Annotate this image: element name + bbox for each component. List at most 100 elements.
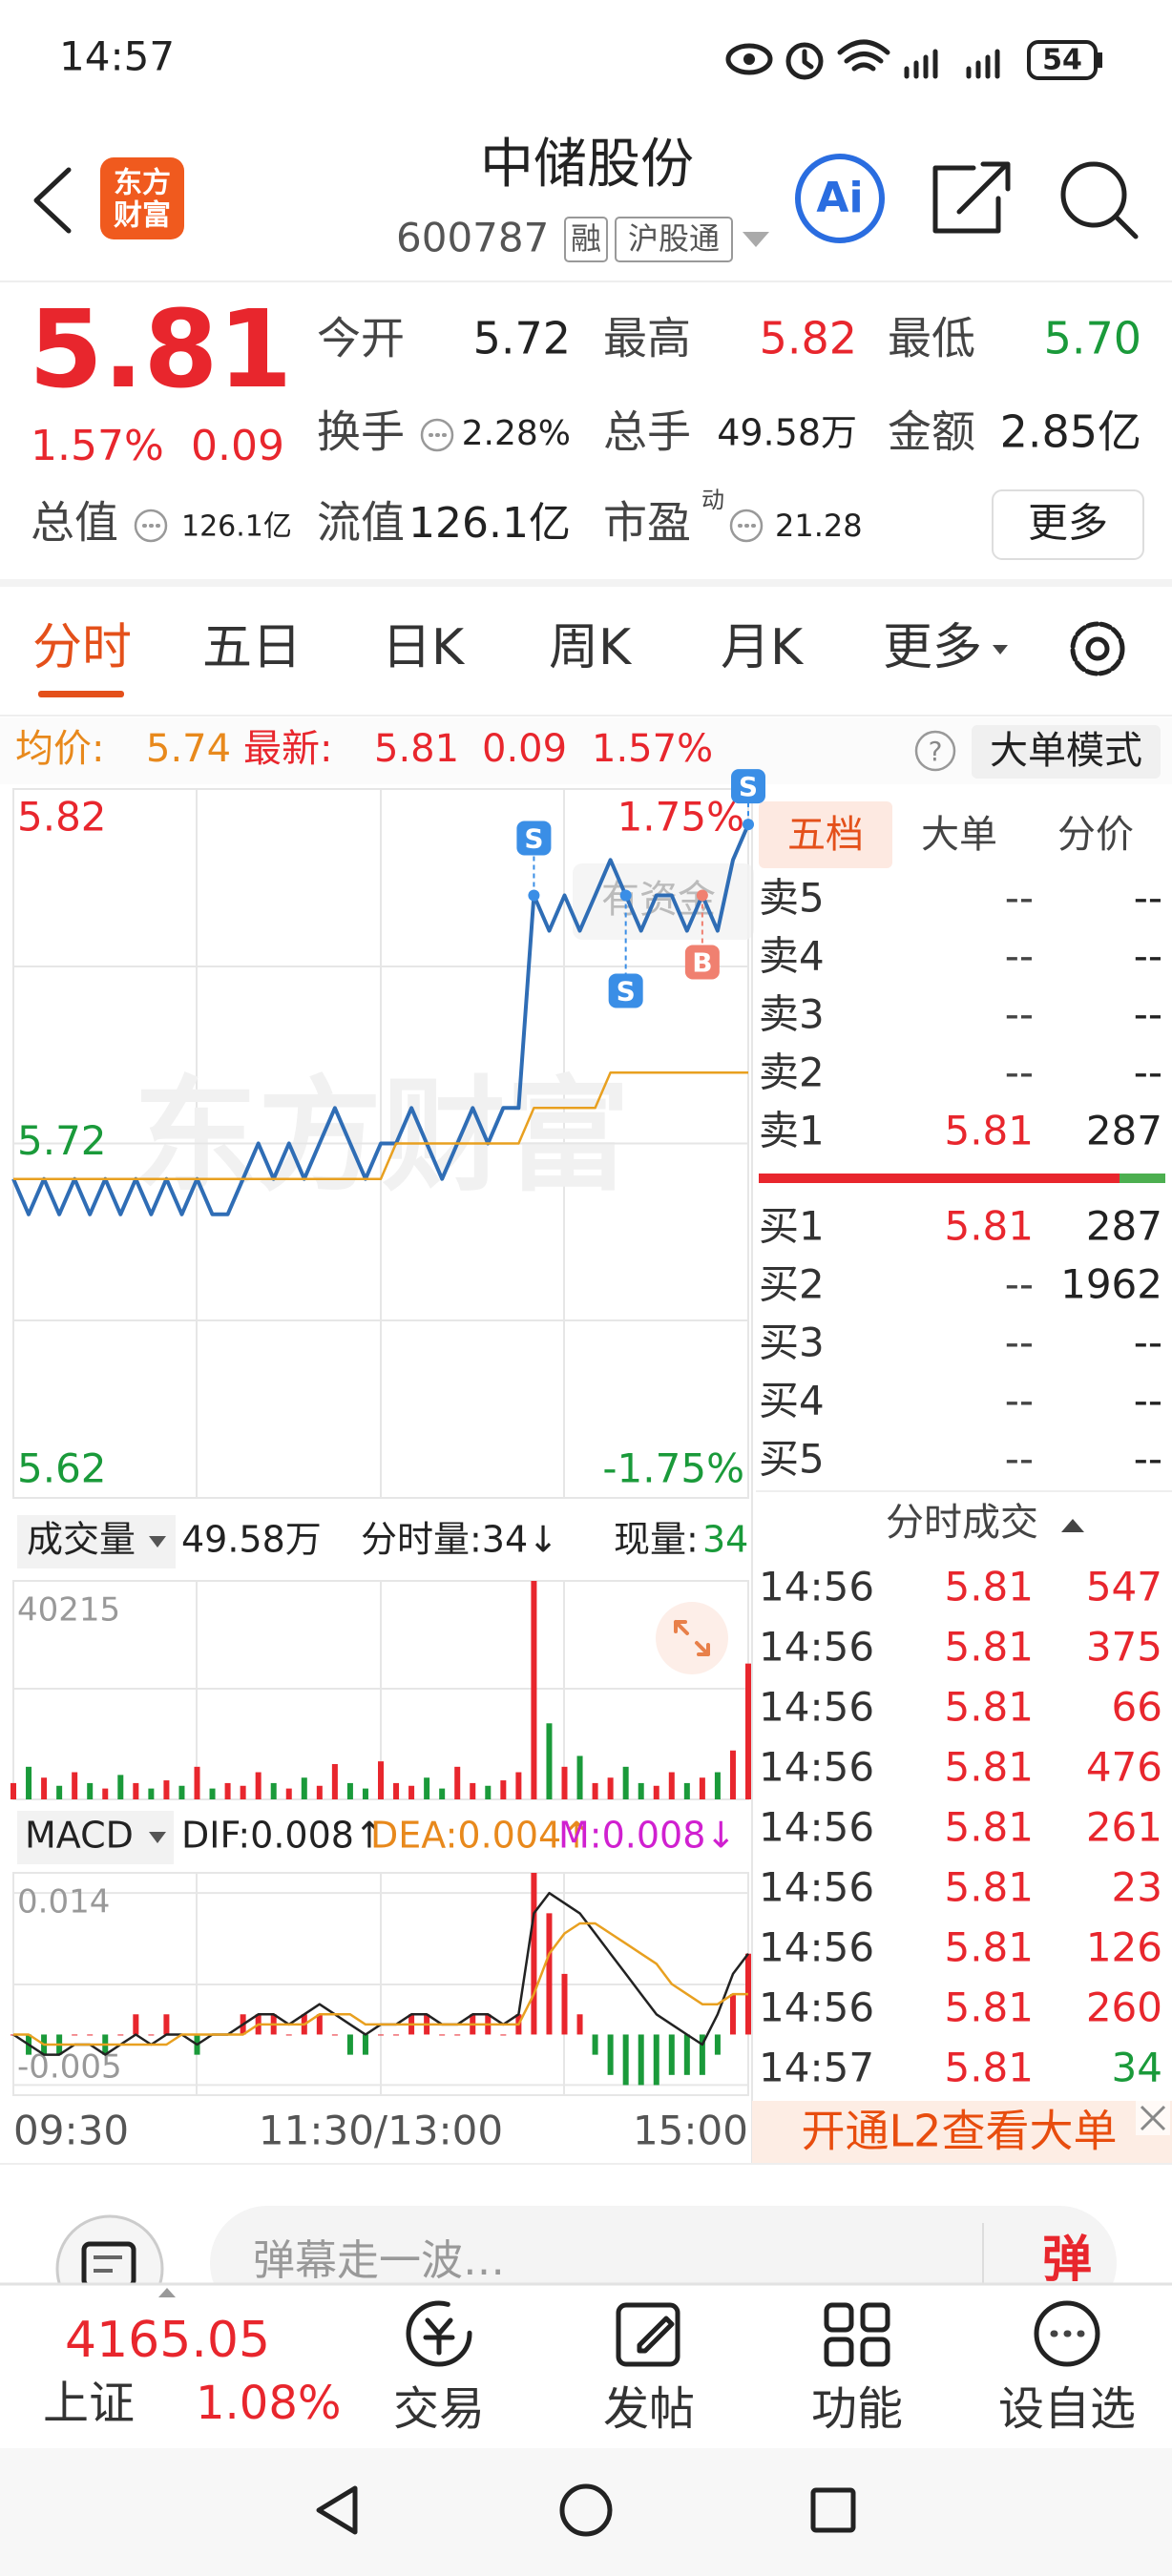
share-button[interactable] xyxy=(956,161,1011,215)
bar xyxy=(378,2034,384,2036)
volume-selector[interactable] xyxy=(17,1515,176,1568)
search-button[interactable] xyxy=(1060,161,1139,239)
comment-placeholder[interactable]: 弹幕走一波… xyxy=(253,2236,505,2285)
tab-arrow[interactable] xyxy=(993,645,1008,654)
system-buttons[interactable] xyxy=(316,2483,856,2537)
field-label: 市盈 xyxy=(603,497,691,549)
macd-label[interactable]: MACD xyxy=(25,1815,134,1857)
y2-tick-label: -1.75% xyxy=(602,1445,744,1492)
nav-icons[interactable] xyxy=(616,2302,680,2367)
nav-label[interactable]: 发帖 xyxy=(603,2382,695,2436)
nav-icons[interactable] xyxy=(824,2302,854,2333)
expand-button[interactable] xyxy=(656,1602,728,1674)
bar xyxy=(607,1777,614,1799)
watermark: 东方财富 xyxy=(134,1064,630,1209)
status-icons xyxy=(1098,52,1102,68)
status-time: 14:57 xyxy=(59,33,175,80)
book-price: 5.81 xyxy=(944,1203,1034,1250)
nav-icons[interactable] xyxy=(423,2317,455,2356)
settings-button[interactable] xyxy=(1085,636,1110,661)
back-button[interactable] xyxy=(33,167,72,234)
system-buttons[interactable] xyxy=(316,2485,358,2535)
dropdown-arrow[interactable] xyxy=(743,232,769,247)
book-tab[interactable]: 大单 xyxy=(921,813,997,857)
share-button[interactable] xyxy=(932,165,1001,234)
tab[interactable]: 月K xyxy=(721,619,805,676)
tag-box xyxy=(615,217,733,262)
book-tab[interactable]: 分价 xyxy=(1057,813,1134,857)
l2-banner[interactable] xyxy=(752,2101,1172,2164)
field-value: 5.82 xyxy=(760,313,857,364)
field-value: 5.72 xyxy=(473,313,571,364)
field-value: 5.70 xyxy=(1044,313,1141,364)
expand-button[interactable] xyxy=(674,1620,710,1656)
index-pct[interactable]: 1.08% xyxy=(196,2377,341,2430)
system-buttons[interactable] xyxy=(810,2487,856,2533)
nav-label[interactable]: 设自选 xyxy=(998,2382,1136,2436)
close-button[interactable] xyxy=(1140,2105,1166,2131)
bar xyxy=(607,2034,614,2075)
nav-icons[interactable] xyxy=(860,2337,890,2367)
info-icon[interactable] xyxy=(420,418,454,452)
marker-label: B xyxy=(692,946,712,978)
comment-send[interactable]: 弹 xyxy=(1042,2232,1092,2289)
volume-label[interactable]: 成交量 xyxy=(27,1519,136,1561)
bar xyxy=(41,1777,48,1799)
nav-label[interactable]: 交易 xyxy=(393,2382,485,2436)
tab[interactable]: 五日 xyxy=(202,619,302,676)
ai-label[interactable]: Ai xyxy=(816,174,863,222)
tab[interactable]: 分时 xyxy=(32,619,132,676)
expand-button[interactable] xyxy=(656,1602,728,1674)
system-buttons[interactable] xyxy=(559,2483,613,2537)
search-button[interactable] xyxy=(1114,215,1139,239)
tab[interactable]: 周K xyxy=(549,619,633,676)
nav-icons[interactable] xyxy=(860,2302,890,2333)
trade-volume: 547 xyxy=(1086,1564,1162,1610)
trade-time: 14:56 xyxy=(759,1804,874,1851)
macd-selector[interactable] xyxy=(17,1811,174,1864)
nav-icons[interactable] xyxy=(1034,2300,1100,2367)
info-icon[interactable] xyxy=(134,509,168,543)
more-button[interactable] xyxy=(992,489,1144,560)
settings-button[interactable] xyxy=(1070,621,1125,676)
more-label[interactable]: 更多 xyxy=(1028,500,1108,547)
search-button[interactable] xyxy=(1060,161,1127,228)
nav-icons[interactable] xyxy=(637,2316,675,2354)
bar xyxy=(163,1780,170,1799)
nav-icons[interactable] xyxy=(824,2337,854,2367)
field-label: 流值 xyxy=(317,497,405,549)
comment-icon[interactable] xyxy=(94,2255,122,2273)
share-button[interactable] xyxy=(932,161,1011,234)
settings-button[interactable] xyxy=(1070,621,1125,676)
tab[interactable]: 更多 xyxy=(883,619,982,676)
nav-icons[interactable] xyxy=(406,2300,472,2367)
info-icon[interactable] xyxy=(729,509,764,543)
l2-label[interactable]: 开通L2查看大单 xyxy=(802,2106,1118,2157)
dropdown-arrow[interactable] xyxy=(149,1536,166,1548)
book-price: -- xyxy=(1005,1436,1034,1483)
nav-label[interactable]: 功能 xyxy=(811,2382,903,2436)
sort-arrow[interactable] xyxy=(1061,1519,1084,1532)
info-icon[interactable] xyxy=(729,509,764,543)
info-icon[interactable] xyxy=(420,418,454,452)
close-button[interactable] xyxy=(1136,2101,1170,2135)
info-icon[interactable] xyxy=(134,509,168,543)
ai-button[interactable] xyxy=(795,154,885,243)
nav-icons[interactable] xyxy=(406,2300,1100,2367)
mode-label[interactable]: 大单模式 xyxy=(990,729,1142,773)
status-icons xyxy=(1027,40,1098,80)
index-value[interactable]: 4165.05 xyxy=(65,2312,270,2369)
tab[interactable]: 日K xyxy=(382,619,466,676)
now-label: 现量: xyxy=(614,1519,699,1561)
mode-button[interactable] xyxy=(972,725,1161,779)
dropdown-arrow[interactable] xyxy=(149,1832,166,1843)
help-icon[interactable] xyxy=(914,730,956,772)
bar xyxy=(117,2034,124,2036)
index-name[interactable]: 上证 xyxy=(43,2377,135,2430)
bar xyxy=(26,1766,32,1799)
book-tab[interactable]: 五档 xyxy=(787,813,864,857)
help-label[interactable]: ? xyxy=(929,736,943,767)
bar xyxy=(546,1723,553,1799)
bar xyxy=(331,1763,338,1799)
bar xyxy=(439,2034,446,2036)
